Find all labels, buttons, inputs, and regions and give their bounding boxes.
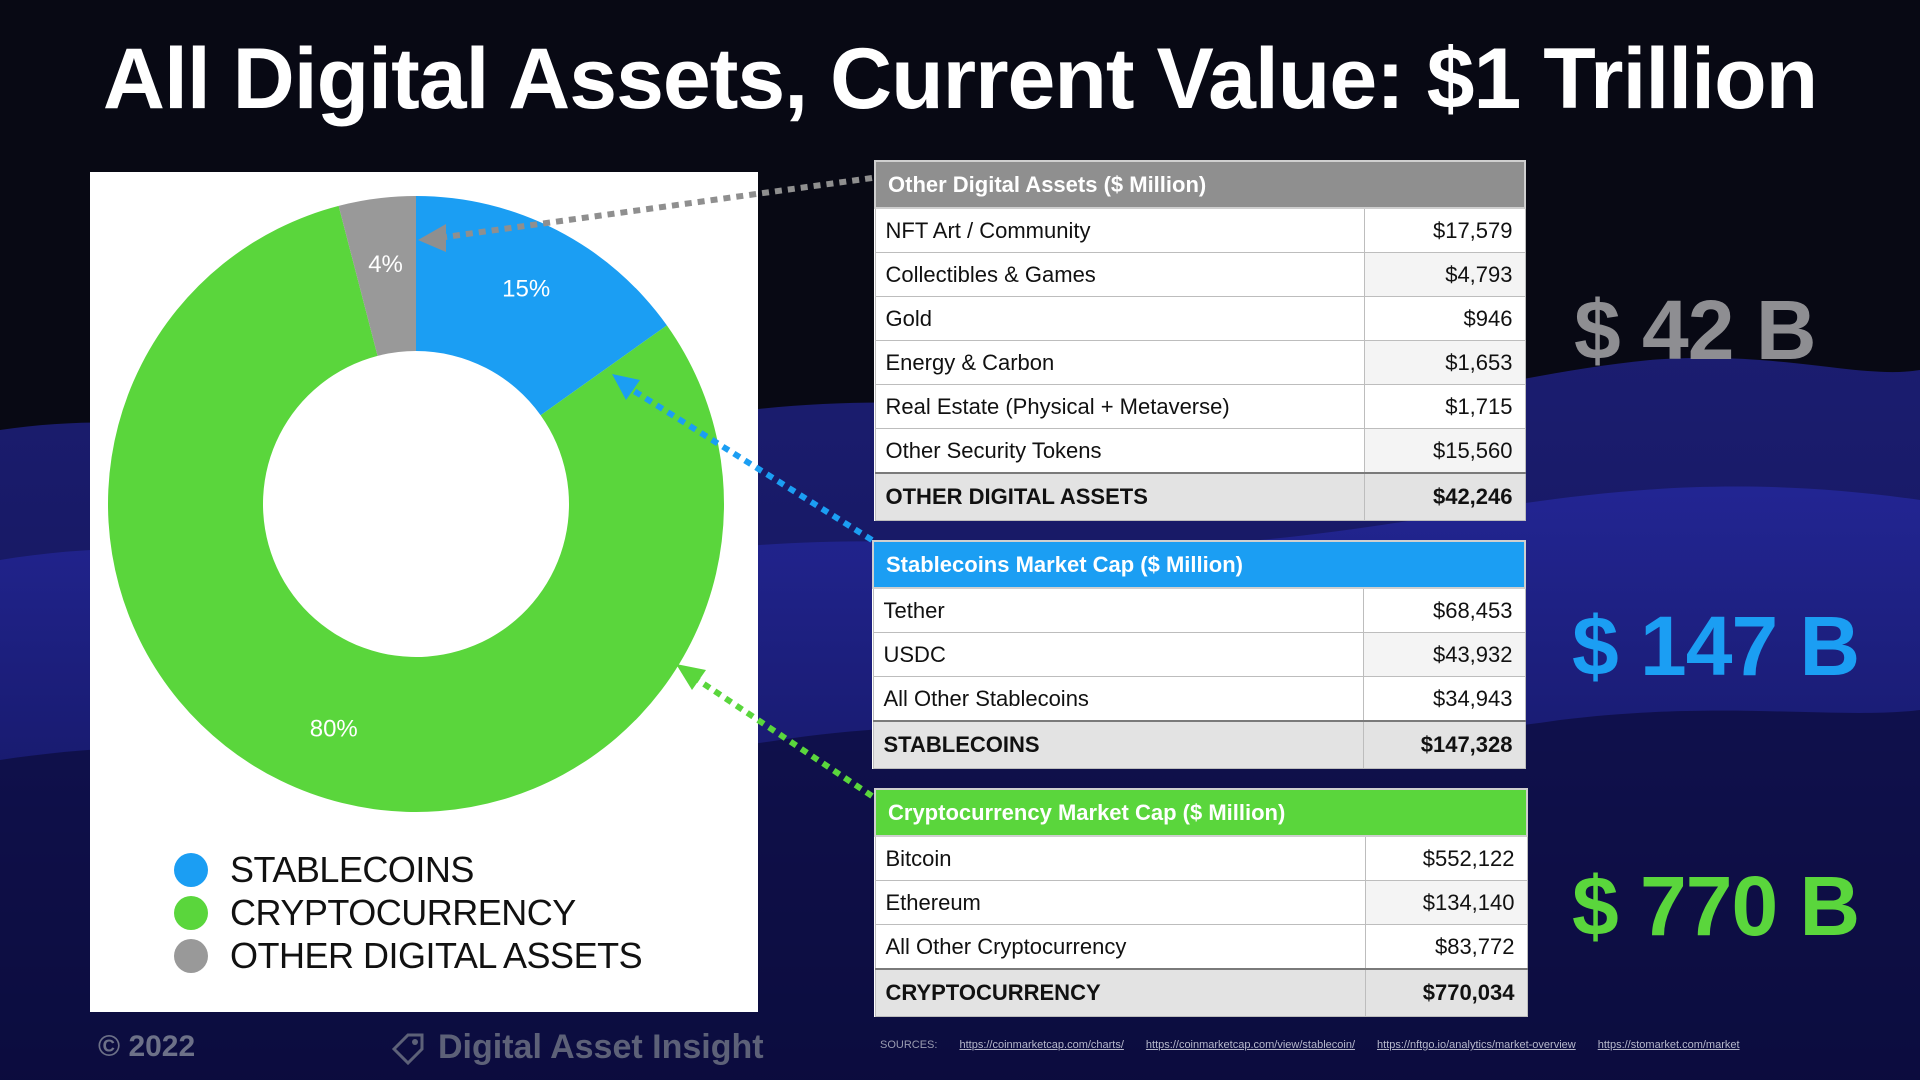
row-value: $1,715 [1363, 384, 1526, 429]
row-label: Gold [874, 296, 1365, 341]
row-value: $15,560 [1363, 428, 1526, 474]
table-row: Ethereum $134,140 [874, 880, 1528, 925]
donut-chart: 15% 80% 4% [108, 196, 724, 812]
big-value-other: $ 42 B [1574, 283, 1816, 377]
row-label: Collectibles & Games [874, 252, 1365, 297]
row-label: All Other Stablecoins [872, 676, 1365, 722]
table-header: Other Digital Assets ($ Million) [874, 160, 1526, 209]
big-value-crypto: $ 770 B [1572, 859, 1860, 953]
row-value: $17,579 [1363, 207, 1526, 253]
row-label: Tether [872, 587, 1365, 633]
source-link[interactable]: https://nftgo.io/analytics/market-overvi… [1377, 1039, 1576, 1051]
slice-label-stablecoins: 15% [502, 276, 550, 303]
big-value-stablecoins: $ 147 B [1572, 599, 1860, 693]
row-value: $34,943 [1363, 676, 1526, 722]
table-row: Tether $68,453 [872, 587, 1526, 633]
row-value: $83,772 [1365, 924, 1528, 970]
sources-list: SOURCES: https://coinmarketcap.com/chart… [880, 1039, 1740, 1051]
table-header: Stablecoins Market Cap ($ Million) [872, 540, 1526, 589]
slice-other [338, 196, 416, 356]
donut-chart-panel: 15% 80% 4% STABLECOINS CRYPTOCURRENCY OTHE… [90, 172, 758, 1012]
row-value: $552,122 [1365, 835, 1528, 881]
legend-label: STABLECOINS [230, 848, 474, 890]
other-digital-assets-table: Other Digital Assets ($ Million) NFT Art… [874, 160, 1526, 521]
row-label: Ethereum [874, 880, 1367, 925]
row-value: $68,453 [1363, 587, 1526, 633]
table-row: All Other Stablecoins $34,943 [872, 676, 1526, 722]
legend-swatch-stablecoins [174, 852, 208, 887]
source-link[interactable]: https://coinmarketcap.com/view/stablecoi… [1145, 1039, 1356, 1051]
table-row: Energy & Carbon $1,653 [874, 340, 1526, 385]
row-value: $946 [1363, 296, 1526, 341]
slice-label-cryptocurrency: 80% [310, 715, 358, 742]
total-value: $770,034 [1365, 968, 1528, 1017]
slice-stablecoins [416, 196, 667, 416]
slice-cryptocurrency [108, 205, 724, 812]
total-label: OTHER DIGITAL ASSETS [874, 472, 1365, 521]
legend-item-stablecoins: STABLECOINS [174, 848, 642, 891]
table-row: Gold $946 [874, 296, 1526, 341]
row-value: $1,653 [1363, 340, 1526, 385]
brand-logo: Digital Asset Insight [390, 1028, 764, 1067]
total-label: CRYPTOCURRENCY [874, 968, 1367, 1017]
total-label: STABLECOINS [872, 720, 1365, 769]
table-row: USDC $43,932 [872, 632, 1526, 677]
row-label: All Other Cryptocurrency [874, 924, 1367, 970]
row-value: $4,793 [1363, 252, 1526, 297]
legend-swatch-other [174, 938, 208, 973]
chart-legend: STABLECOINS CRYPTOCURRENCY OTHER DIGITAL… [174, 848, 643, 977]
legend-label: OTHER DIGITAL ASSETS [230, 934, 643, 976]
row-value: $43,932 [1363, 632, 1526, 677]
legend-swatch-cryptocurrency [174, 895, 208, 930]
cryptocurrency-table: Cryptocurrency Market Cap ($ Million) Bi… [874, 788, 1528, 1017]
table-header: Cryptocurrency Market Cap ($ Million) [874, 788, 1528, 837]
source-link[interactable]: https://stomarket.com/market [1597, 1039, 1740, 1051]
stablecoins-table: Stablecoins Market Cap ($ Million) Tethe… [872, 540, 1526, 769]
brand-name: Digital Asset Insight [438, 1028, 764, 1066]
row-value: $134,140 [1365, 880, 1528, 925]
tag-icon [391, 1033, 424, 1065]
source-link[interactable]: https://coinmarketcap.com/charts/ [959, 1039, 1124, 1051]
legend-item-other: OTHER DIGITAL ASSETS [174, 934, 643, 977]
legend-item-cryptocurrency: CRYPTOCURRENCY [174, 891, 642, 934]
table-row: Bitcoin $552,122 [874, 835, 1528, 881]
row-label: NFT Art / Community [874, 207, 1365, 253]
row-label: USDC [872, 632, 1365, 677]
slice-label-other: 4% [368, 251, 403, 278]
total-value: $147,328 [1363, 720, 1526, 769]
page-title: All Digital Assets, Current Value: $1 Tr… [102, 31, 1818, 127]
table-row: Collectibles & Games $4,793 [874, 252, 1526, 297]
table-row: Real Estate (Physical + Metaverse) $1,715 [874, 384, 1526, 429]
table-row: NFT Art / Community $17,579 [874, 207, 1526, 253]
table-total-row: CRYPTOCURRENCY $770,034 [874, 968, 1528, 1017]
copyright: © 2022 [98, 1030, 196, 1063]
legend-label: CRYPTOCURRENCY [230, 891, 576, 933]
sources-label: SOURCES: [880, 1039, 938, 1051]
row-label: Bitcoin [874, 835, 1367, 881]
row-label: Other Security Tokens [874, 428, 1365, 474]
row-label: Real Estate (Physical + Metaverse) [874, 384, 1365, 429]
total-value: $42,246 [1363, 472, 1526, 521]
table-total-row: OTHER DIGITAL ASSETS $42,246 [874, 472, 1526, 521]
row-label: Energy & Carbon [874, 340, 1365, 385]
table-row: Other Security Tokens $15,560 [874, 428, 1526, 474]
table-row: All Other Cryptocurrency $83,772 [874, 924, 1528, 970]
table-total-row: STABLECOINS $147,328 [872, 720, 1526, 769]
